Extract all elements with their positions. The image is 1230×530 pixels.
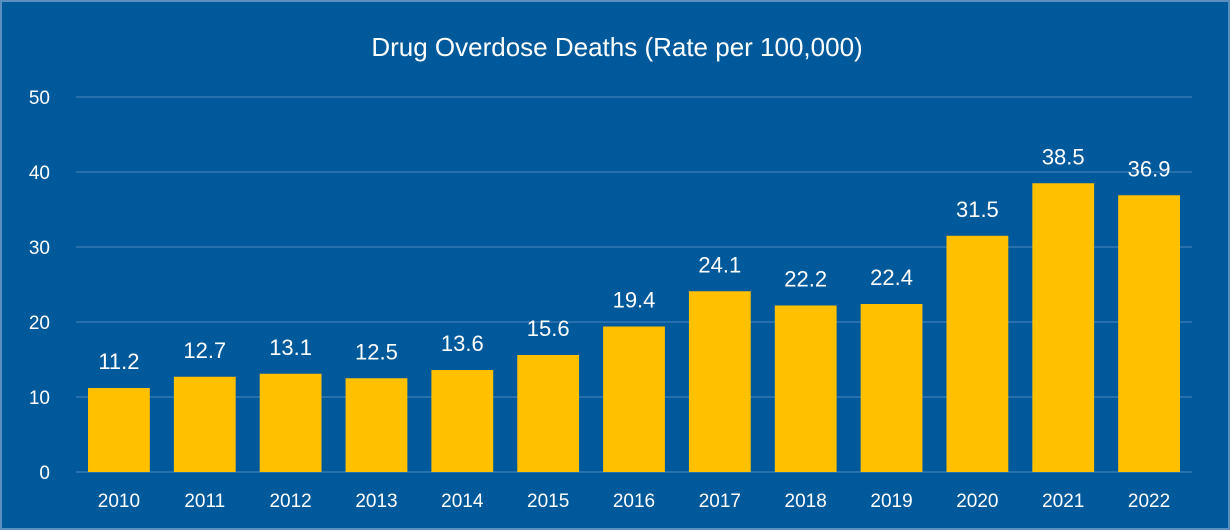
x-tick-label: 2016 <box>613 491 655 512</box>
bar-2013 <box>345 378 408 472</box>
x-tick-label: 2019 <box>870 491 912 512</box>
data-label-2020: 31.5 <box>956 197 999 222</box>
x-tick-label: 2018 <box>785 491 827 512</box>
data-label-2012: 13.1 <box>269 335 312 360</box>
data-labels: 11.2 12.7 13.1 12.5 13.6 15.6 19.4 24.1 22.2 22.4… <box>98 144 1170 374</box>
bar-2017 <box>688 291 751 472</box>
chart-title: Drug Overdose Deaths (Rate per 100,000) <box>371 32 862 62</box>
data-label-2017: 24.1 <box>698 252 741 277</box>
y-tick-label: 20 <box>29 313 50 334</box>
x-tick-label: 2017 <box>699 491 741 512</box>
bar-2021 <box>1032 183 1095 472</box>
bar-2016 <box>603 326 665 472</box>
data-label-2014: 13.6 <box>441 331 484 356</box>
data-label-2013: 12.5 <box>355 339 398 364</box>
data-label-2022: 36.9 <box>1128 156 1171 181</box>
data-label-2021: 38.5 <box>1042 144 1085 169</box>
y-tick-label: 0 <box>39 463 50 484</box>
bar-2015 <box>517 355 580 472</box>
bars <box>88 183 1180 472</box>
y-tick-label: 40 <box>29 163 50 184</box>
data-label-2018: 22.2 <box>784 267 827 292</box>
x-axis-ticks: 2010 2011 2012 2013 2014 2015 2016 2017 2018 2019… <box>98 491 1170 512</box>
bar-2010 <box>88 388 150 472</box>
x-tick-label: 2011 <box>184 491 225 512</box>
x-tick-label: 2020 <box>956 491 998 512</box>
x-tick-label: 2010 <box>98 491 140 512</box>
data-label-2016: 19.4 <box>613 288 656 313</box>
data-label-2019: 22.4 <box>870 265 913 290</box>
bar-2011 <box>173 376 236 472</box>
y-tick-label: 10 <box>29 388 50 409</box>
bar-2018 <box>774 305 837 472</box>
bar-2014 <box>431 370 494 472</box>
data-label-2011: 12.7 <box>183 338 226 363</box>
x-tick-label: 2014 <box>441 491 484 512</box>
x-tick-label: 2022 <box>1128 491 1170 512</box>
data-label-2010: 11.2 <box>98 349 139 374</box>
x-tick-label: 2021 <box>1042 491 1084 512</box>
bar-2022 <box>1118 195 1180 472</box>
x-tick-label: 2015 <box>527 491 569 512</box>
bar-2019 <box>860 304 923 472</box>
y-tick-label: 30 <box>29 238 50 259</box>
y-axis-ticks: 0 10 20 30 40 50 <box>29 88 50 484</box>
data-label-2015: 15.6 <box>527 316 570 341</box>
y-tick-label: 50 <box>29 88 50 109</box>
x-tick-label: 2012 <box>269 491 311 512</box>
bar-2020 <box>946 235 1009 472</box>
bar-2012 <box>259 373 322 472</box>
x-tick-label: 2013 <box>355 491 397 512</box>
